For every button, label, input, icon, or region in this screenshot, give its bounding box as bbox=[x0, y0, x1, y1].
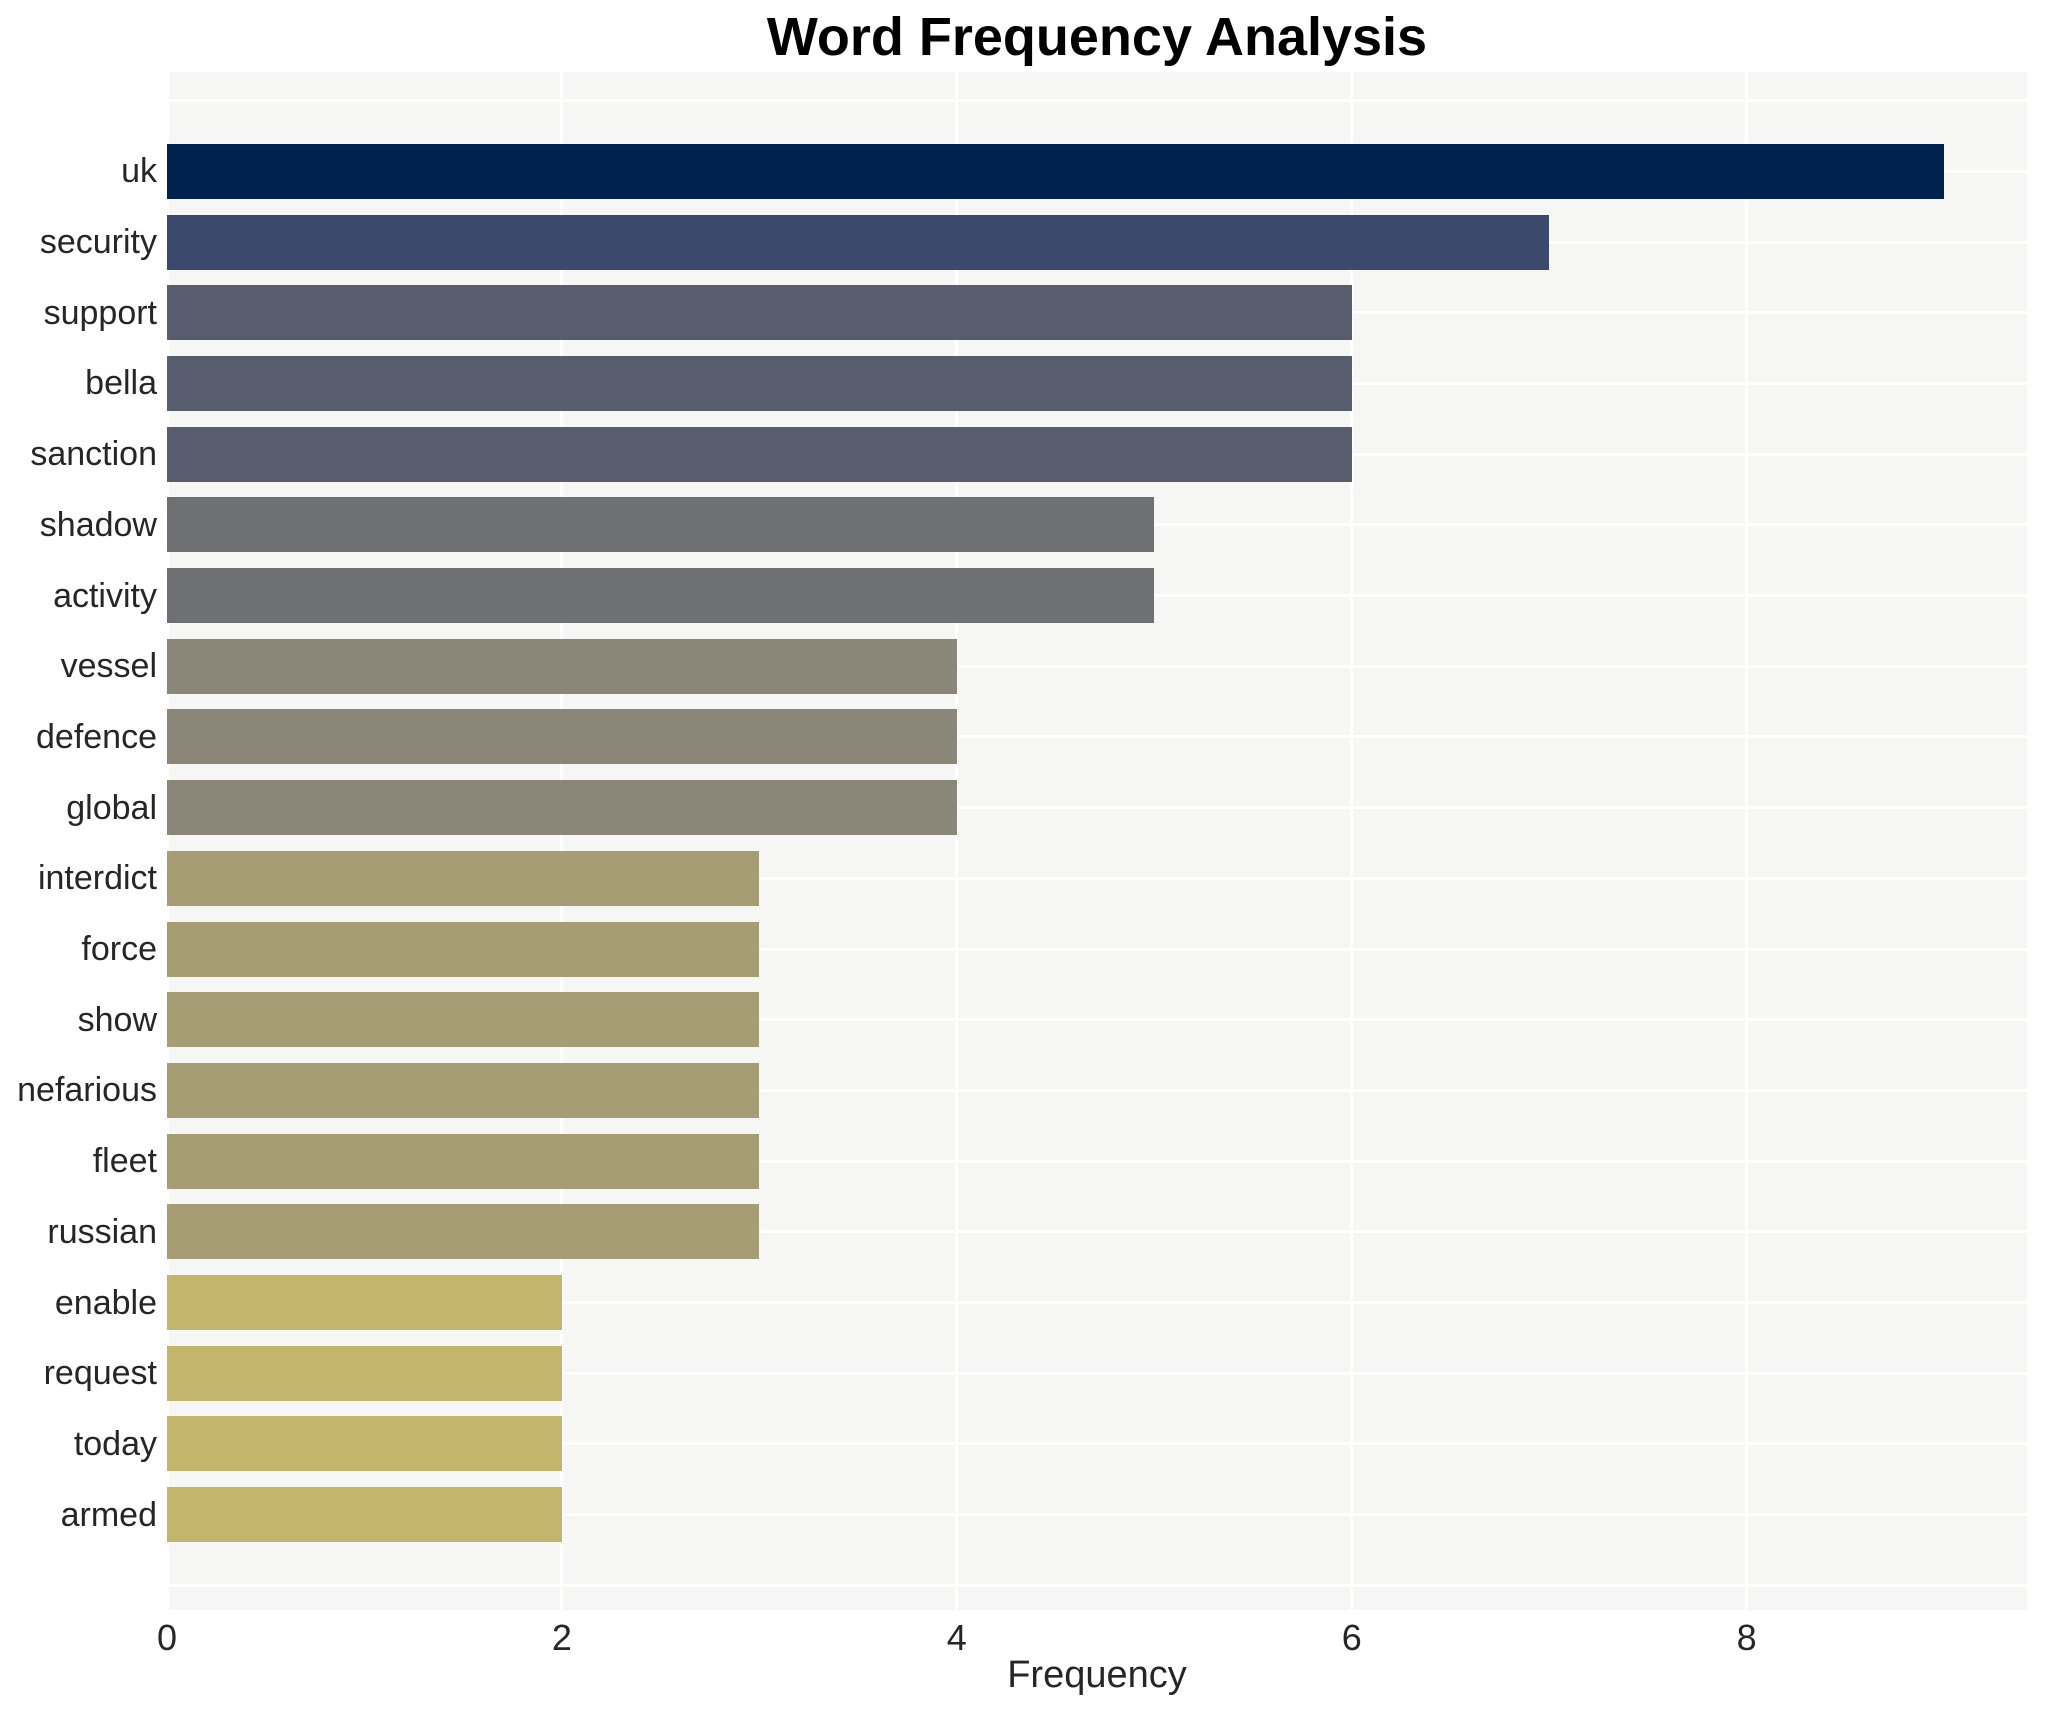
y-tick-label-bella: bella bbox=[85, 364, 157, 403]
y-gridline bbox=[167, 1088, 2027, 1092]
bar-force bbox=[167, 921, 760, 977]
y-gridline bbox=[167, 735, 2027, 739]
x-axis-title: Frequency bbox=[1007, 1654, 1187, 1696]
y-tick-label-force: force bbox=[81, 930, 157, 968]
y-tick-label-request: request bbox=[43, 1354, 157, 1393]
y-tick-label-global: global bbox=[66, 788, 157, 827]
y-gridline bbox=[167, 1371, 2027, 1375]
y-gridline bbox=[167, 947, 2027, 951]
bar-sanction bbox=[167, 426, 1352, 482]
x-gridline bbox=[1745, 72, 1749, 1610]
x-gridline bbox=[560, 72, 564, 1610]
bar-bella bbox=[167, 355, 1352, 411]
y-tick-label-shadow: shadow bbox=[39, 505, 157, 544]
y-tick-label-show: show bbox=[77, 1000, 157, 1039]
y-gridline bbox=[167, 99, 2027, 103]
y-tick-label-today: today bbox=[73, 1424, 157, 1463]
y-gridline bbox=[167, 1583, 2027, 1587]
x-gridline bbox=[955, 72, 959, 1610]
chart-title: Word Frequency Analysis bbox=[766, 7, 1428, 67]
x-tick-label-4: 4 bbox=[946, 1617, 967, 1658]
y-tick-label-activity: activity bbox=[53, 576, 157, 615]
y-tick-label-armed: armed bbox=[60, 1495, 157, 1534]
y-tick-label-nefarious: nefarious bbox=[17, 1071, 157, 1110]
y-tick-label-support: support bbox=[43, 293, 157, 332]
x-tick-label-0: 0 bbox=[156, 1617, 178, 1658]
bar-support bbox=[167, 285, 1352, 341]
bar-shadow bbox=[167, 497, 1155, 553]
y-gridline bbox=[167, 1513, 2027, 1517]
bar-show bbox=[167, 992, 760, 1048]
y-tick-label-uk: uk bbox=[121, 152, 157, 191]
y-tick-label-enable: enable bbox=[54, 1283, 157, 1322]
bar-armed bbox=[167, 1487, 562, 1543]
y-tick-label-security: security bbox=[39, 223, 157, 261]
bar-nefarious bbox=[167, 1062, 760, 1118]
x-tick-label-2: 2 bbox=[551, 1617, 572, 1658]
y-gridline bbox=[167, 664, 2027, 668]
bar-vessel bbox=[167, 638, 957, 694]
bar-security bbox=[167, 214, 1550, 270]
bar-today bbox=[167, 1416, 562, 1472]
y-tick-label-fleet: fleet bbox=[92, 1142, 157, 1181]
x-tick-label-8: 8 bbox=[1736, 1617, 1757, 1658]
bar-interdict bbox=[167, 850, 760, 906]
y-tick-label-russian: russian bbox=[47, 1212, 157, 1251]
y-gridline bbox=[167, 1018, 2027, 1022]
y-gridline bbox=[167, 876, 2027, 880]
bar-global bbox=[167, 780, 957, 836]
bar-russian bbox=[167, 1204, 760, 1260]
bar-fleet bbox=[167, 1133, 760, 1189]
y-gridline bbox=[167, 806, 2027, 810]
bar-activity bbox=[167, 568, 1155, 623]
x-gridline bbox=[167, 72, 169, 1610]
y-gridline bbox=[167, 1442, 2027, 1446]
y-tick-label-interdict: interdict bbox=[37, 859, 157, 898]
bar-defence bbox=[167, 709, 957, 765]
x-gridline bbox=[1350, 72, 1354, 1610]
y-tick-label-vessel: vessel bbox=[60, 647, 157, 686]
x-tick-label-6: 6 bbox=[1341, 1617, 1362, 1658]
y-gridline bbox=[167, 1159, 2027, 1163]
y-gridline bbox=[167, 1301, 2027, 1304]
plot-area bbox=[167, 72, 2027, 1610]
bar-request bbox=[167, 1345, 562, 1401]
bar-uk bbox=[167, 143, 1945, 199]
bar-enable bbox=[167, 1275, 562, 1330]
y-gridline bbox=[167, 1230, 2027, 1234]
y-tick-label-sanction: sanction bbox=[30, 435, 157, 474]
y-tick-label-defence: defence bbox=[36, 717, 157, 756]
